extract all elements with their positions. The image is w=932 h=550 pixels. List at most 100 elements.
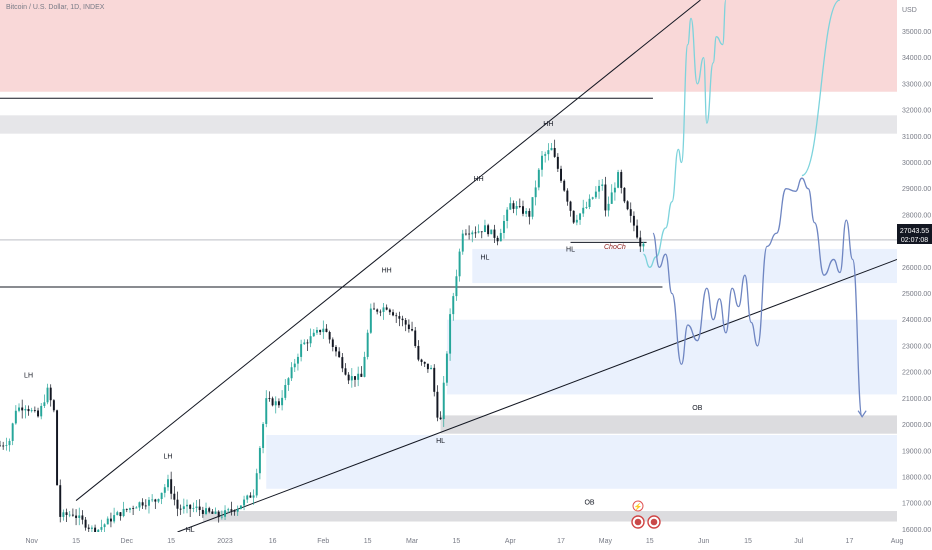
x-tick-label: 15 <box>646 538 654 545</box>
us-flag-glyph <box>634 518 642 526</box>
candle-body <box>84 519 87 528</box>
candle-body <box>617 172 620 188</box>
candle-body <box>414 330 417 346</box>
candle-body <box>331 339 334 347</box>
candle-body <box>151 499 154 501</box>
candle-body <box>122 508 125 517</box>
candle-body <box>65 512 68 515</box>
candle-body <box>471 232 474 235</box>
us-flag-glyph-2 <box>650 518 658 526</box>
candle-body <box>40 405 43 417</box>
candle-body <box>556 156 559 169</box>
candle-body <box>341 357 344 369</box>
annotation-lh-1: LH <box>164 454 173 461</box>
candle-body <box>252 495 255 498</box>
alert-event-glyph: ⚡ <box>634 502 643 511</box>
currency-label: USD <box>902 7 917 14</box>
candle-body <box>322 328 325 333</box>
trendlines-layer <box>75 0 898 533</box>
x-tick-label: Nov <box>25 538 38 545</box>
x-tick-label: 2023 <box>217 538 233 545</box>
candle-body <box>379 311 382 313</box>
candle-body <box>566 190 569 202</box>
candle-body <box>442 382 445 420</box>
candle-body <box>18 407 21 411</box>
candle-body <box>49 387 52 401</box>
x-tick-label: 15 <box>744 538 752 545</box>
candle-body <box>325 328 328 332</box>
candle-body <box>620 172 623 188</box>
candle-body <box>300 344 303 357</box>
countdown-timer: 02:07:08 <box>901 237 928 244</box>
projection-path-2 <box>801 0 841 177</box>
zones-layer <box>0 0 898 522</box>
candle-body <box>243 499 246 506</box>
zone-demand-2 <box>472 248 897 284</box>
annotation-hl-7: HL <box>480 254 489 261</box>
events-layer: ⚡ <box>631 500 661 529</box>
alert-event-icon[interactable] <box>632 500 644 512</box>
y-tick-label: 35000.00 <box>902 29 931 36</box>
x-tick-label: 15 <box>167 538 175 545</box>
candle-body <box>21 407 24 411</box>
candle-body <box>87 527 90 529</box>
annotation-hl-2: HL <box>186 527 195 534</box>
candle-body <box>170 479 173 494</box>
candle-body <box>173 493 176 500</box>
y-tick-label: 16000.00 <box>902 527 931 534</box>
candle-body <box>360 373 363 377</box>
candle-body <box>100 527 103 530</box>
candle-body <box>239 505 242 509</box>
x-tick-label: 17 <box>557 538 565 545</box>
projection-path-0 <box>643 0 727 268</box>
annotations-layer: LH LH HL HH HH HH HL HL HL ChoCh OB OB <box>24 121 703 534</box>
candle-body <box>636 225 639 238</box>
annotation-hh-5: HH <box>543 121 553 128</box>
candle-body <box>417 345 420 360</box>
y-tick-label: 21000.00 <box>902 396 931 403</box>
x-tick-label: Aug <box>891 538 904 545</box>
candle-body <box>132 508 135 509</box>
y-tick-label: 18000.00 <box>902 474 931 481</box>
candle-body <box>502 220 505 233</box>
candle-body <box>455 276 458 297</box>
candle-body <box>591 197 594 199</box>
candle-body <box>249 495 252 498</box>
candle-body <box>534 187 537 198</box>
y-tick-label: 29000.00 <box>902 186 931 193</box>
candle-body <box>258 447 261 474</box>
candle-body <box>395 315 398 317</box>
candle-body <box>518 206 521 207</box>
candle-body <box>160 492 163 500</box>
candle-body <box>601 184 604 186</box>
candle-body <box>613 187 616 193</box>
candle-body <box>357 373 360 380</box>
candle-body <box>398 316 401 319</box>
candle-body <box>369 308 372 333</box>
candle-body <box>306 342 309 344</box>
candle-body <box>75 515 78 518</box>
trendline-1 <box>177 258 898 533</box>
candle-body <box>541 155 543 170</box>
candle-body <box>201 509 204 514</box>
candle-body <box>246 495 249 500</box>
candle-body <box>423 361 426 364</box>
candle-body <box>113 515 116 522</box>
time-axis[interactable]: Nov 15 Dec 15 2023 16 Feb 15 Mar 15 Apr 17 May 15 Jun 1… <box>0 532 932 550</box>
candle-body <box>128 508 131 510</box>
candle-body <box>550 148 553 151</box>
current-price-value: 27043.55 <box>900 228 929 235</box>
y-tick-label: 25000.00 <box>902 291 931 298</box>
candle-body <box>281 397 284 406</box>
candle-body <box>547 150 550 155</box>
candle-body <box>78 515 81 518</box>
candle-body <box>594 191 597 198</box>
y-tick-label: 26000.00 <box>902 265 931 272</box>
candle-body <box>604 184 607 211</box>
candle-body <box>366 332 369 357</box>
candle-body <box>588 198 591 208</box>
price-axis[interactable]: USD 16000.00 17000.00 18000.00 19000.00 2000… <box>897 0 932 534</box>
candle-body <box>56 410 59 486</box>
candle-body <box>468 233 471 235</box>
